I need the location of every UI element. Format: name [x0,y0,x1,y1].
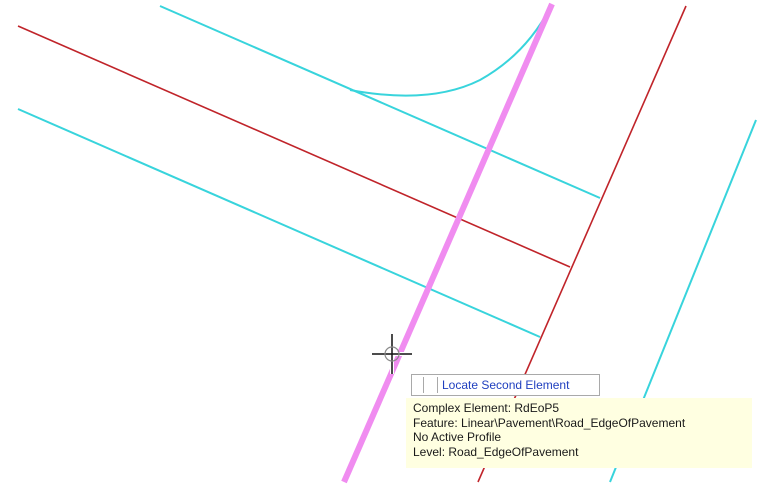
cyan-edge-line-lower[interactable] [17,108,541,338]
prompt-label: Locate Second Element [442,378,570,392]
element-type-text: Complex Element: RdEoP5 [413,401,560,415]
crosshair-cursor-icon [372,334,412,374]
cyan-curb-arc[interactable] [349,7,551,97]
cyan-edge-line-top[interactable] [159,5,601,199]
highlighted-element-line[interactable] [341,2,555,484]
prompt-divider [437,377,438,393]
profile-text: No Active Profile [413,430,502,444]
element-info-tooltip: Complex Element: RdEoP5 Feature: Linear\… [406,398,752,468]
feature-text: Feature: Linear\Pavement\Road_EdgeOfPave… [413,415,686,430]
level-text: Level: Road_EdgeOfPavement [413,444,579,459]
red-edge-line-diagonal[interactable] [17,25,571,268]
cursor-prompt-box: Locate Second Element [411,374,600,396]
prompt-divider [423,377,424,393]
